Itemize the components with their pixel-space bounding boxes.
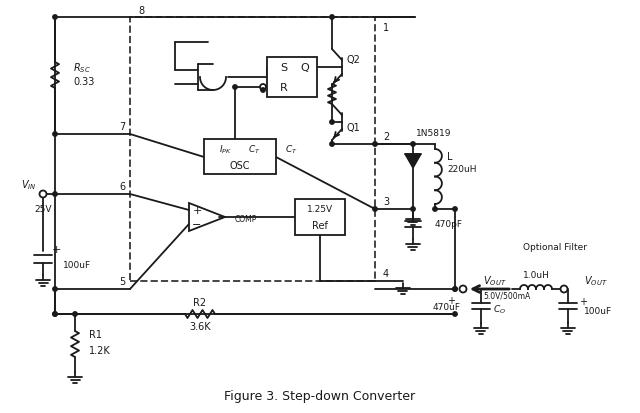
Text: 3.6K: 3.6K <box>189 321 211 331</box>
Text: 8: 8 <box>138 6 144 16</box>
Circle shape <box>73 312 77 316</box>
Text: R1: R1 <box>89 329 102 339</box>
Text: 25V: 25V <box>35 204 52 213</box>
Text: Q2: Q2 <box>347 55 361 65</box>
Text: 7: 7 <box>119 122 125 132</box>
Circle shape <box>433 207 437 212</box>
Text: 100uF: 100uF <box>63 261 91 270</box>
Text: R2: R2 <box>193 297 207 307</box>
Text: 0.33: 0.33 <box>73 77 94 87</box>
Text: $C_T$: $C_T$ <box>248 143 260 156</box>
Text: Q1: Q1 <box>347 123 361 133</box>
Circle shape <box>53 312 57 316</box>
Circle shape <box>452 287 457 292</box>
Circle shape <box>233 85 237 90</box>
Circle shape <box>261 85 265 90</box>
Text: $V_{OUT}$: $V_{OUT}$ <box>584 273 607 287</box>
Text: 1.25V: 1.25V <box>307 205 333 214</box>
Text: $C_T$: $C_T$ <box>285 143 298 156</box>
Text: −: − <box>192 219 202 230</box>
Circle shape <box>330 142 334 147</box>
Text: Optional Filter: Optional Filter <box>523 243 587 252</box>
Text: +: + <box>579 296 587 306</box>
Text: +: + <box>51 244 61 254</box>
Circle shape <box>261 88 265 93</box>
Text: R: R <box>280 83 288 93</box>
Circle shape <box>411 142 415 147</box>
Text: 470pF: 470pF <box>435 220 463 229</box>
Text: +: + <box>447 295 455 305</box>
Text: 1: 1 <box>383 23 389 33</box>
Text: 1.2K: 1.2K <box>89 345 111 355</box>
Text: Ref: Ref <box>312 221 328 230</box>
Text: Figure 3. Step-down Converter: Figure 3. Step-down Converter <box>225 389 415 403</box>
Text: 470uF: 470uF <box>433 302 461 311</box>
Circle shape <box>40 192 45 197</box>
Polygon shape <box>405 154 421 169</box>
Circle shape <box>53 287 57 292</box>
Circle shape <box>53 192 57 197</box>
Circle shape <box>330 121 334 125</box>
Text: 100uF: 100uF <box>584 307 612 316</box>
Circle shape <box>411 207 415 212</box>
Bar <box>267 58 317 98</box>
Circle shape <box>330 16 334 20</box>
Text: 1N5819: 1N5819 <box>416 128 451 137</box>
Circle shape <box>372 142 377 147</box>
Text: OSC: OSC <box>230 161 250 171</box>
Text: 220uH: 220uH <box>447 165 477 174</box>
Text: $V_{OUT}$: $V_{OUT}$ <box>483 273 507 287</box>
Circle shape <box>452 207 457 212</box>
Text: Q: Q <box>300 63 308 73</box>
Circle shape <box>53 133 57 137</box>
Text: $R_{SC}$: $R_{SC}$ <box>73 61 91 75</box>
Text: 5: 5 <box>119 276 125 286</box>
Circle shape <box>53 312 57 316</box>
Text: 1.0uH: 1.0uH <box>523 271 549 280</box>
Text: $V_{IN}$: $V_{IN}$ <box>21 178 36 192</box>
Circle shape <box>452 287 457 292</box>
Text: 2: 2 <box>383 132 389 142</box>
Text: 5.0V/500mA: 5.0V/500mA <box>483 291 531 300</box>
Bar <box>204 140 276 175</box>
Text: $I_{PK}$: $I_{PK}$ <box>220 143 232 156</box>
Text: COMP: COMP <box>235 215 257 224</box>
Circle shape <box>452 312 457 316</box>
Circle shape <box>53 16 57 20</box>
Bar <box>130 18 375 281</box>
Text: 6: 6 <box>119 182 125 192</box>
Circle shape <box>561 287 566 292</box>
Text: 4: 4 <box>383 268 389 278</box>
Circle shape <box>460 287 466 292</box>
Text: +: + <box>192 206 202 216</box>
Text: L: L <box>447 152 452 161</box>
Circle shape <box>372 207 377 212</box>
Text: 3: 3 <box>383 197 389 206</box>
Text: S: S <box>280 63 287 73</box>
Bar <box>295 199 345 235</box>
Text: $C_O$: $C_O$ <box>493 303 506 316</box>
